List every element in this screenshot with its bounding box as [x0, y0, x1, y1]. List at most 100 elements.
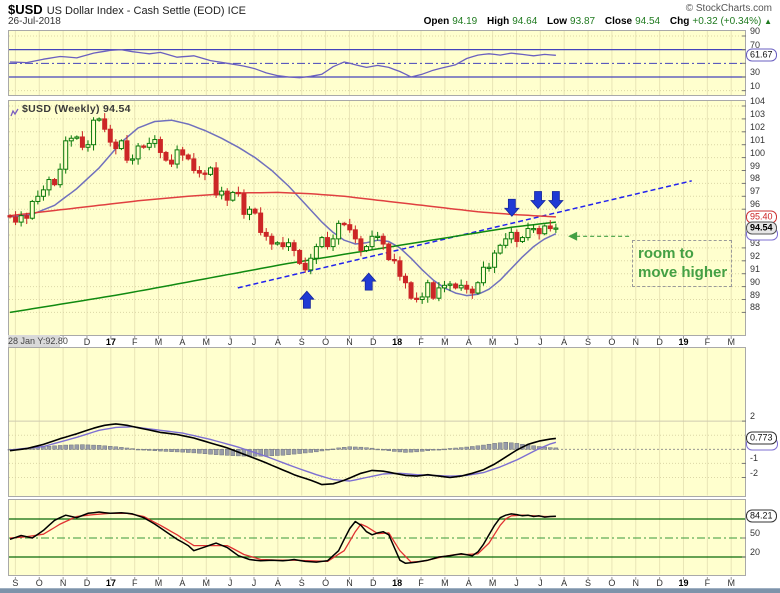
high-label: High	[487, 16, 510, 27]
x-axis-month-label: J	[227, 577, 233, 588]
x-axis-month-label: J	[538, 577, 543, 588]
price-axis-label: 103	[750, 108, 766, 119]
main-panel-label: $USD (Weekly) 94.54	[22, 103, 131, 115]
price-panel[interactable]	[8, 100, 746, 336]
x-axis-month-label: S	[298, 336, 305, 347]
ppo-axis-label: -2	[750, 467, 759, 478]
x-axis-month-label: O	[322, 577, 330, 588]
x-axis-month-label: O	[322, 336, 330, 347]
ppo-value-bubble: 0.773	[746, 431, 777, 445]
chart-date: 26-Jul-2018	[8, 16, 61, 27]
ohlc-readout: Open 94.19 High 94.64 Low 93.87 Close 94.54 …	[417, 16, 772, 27]
x-axis-month-label: 17	[105, 577, 116, 588]
x-axis-month-label: J	[251, 336, 257, 347]
x-axis-month-label: A	[465, 577, 472, 588]
x-axis-month-label: 19	[678, 336, 689, 347]
x-axis-month-label: A	[561, 577, 568, 588]
x-axis-month-label: F	[418, 577, 424, 588]
price-axis-label: 92	[750, 250, 761, 261]
sharpchart-icon	[10, 104, 19, 122]
rsi-axis-label: 10	[750, 80, 761, 91]
x-axis-month-label: F	[131, 336, 138, 347]
x-axis-month-label: F	[418, 336, 424, 347]
price-axis-label: 104	[750, 96, 766, 106]
x-axis-month-label: F	[704, 336, 711, 347]
x-axis-month-label: 19	[678, 577, 689, 588]
x-axis-month-label: A	[179, 336, 186, 347]
chg-up-arrow-icon: ▲	[764, 17, 772, 26]
x-axis-month-label: N	[346, 336, 353, 347]
price-axis-label: 91	[750, 263, 761, 274]
x-axis-month-label: M	[154, 577, 163, 588]
high-value: 94.64	[512, 16, 538, 27]
x-axis-month-label: N	[346, 577, 353, 588]
x-axis-month-label: S	[585, 336, 592, 347]
x-axis-month-label: S	[298, 577, 305, 588]
x-axis-month-label: D	[83, 577, 91, 588]
x-axis-month-label: N	[59, 577, 67, 588]
chg-label: Chg	[669, 16, 690, 27]
x-axis-month-label: F	[131, 577, 138, 588]
annotation-note-line1: room to	[638, 245, 694, 262]
stockcharts-copyright-link[interactable]: © StockCharts.com	[685, 3, 772, 14]
rsi-panel[interactable]	[8, 30, 746, 96]
price-axis-label: 101	[750, 134, 766, 145]
x-axis-month-label: O	[608, 577, 616, 588]
x-axis-month-label: N	[632, 577, 640, 588]
stoch-axis-label: 50	[750, 528, 761, 538]
window-bottom-strip	[0, 588, 780, 593]
x-axis-month-label: D	[656, 577, 663, 588]
x-axis-month-label: O	[35, 577, 43, 588]
x-axis-month-label: 18	[392, 336, 403, 347]
price-value-bubble: 94.54	[746, 221, 777, 235]
x-axis-month-label: S	[12, 577, 19, 588]
ppo-panel[interactable]	[8, 347, 746, 497]
x-axis-month-label: M	[202, 336, 211, 347]
stoch-axis-label: 20	[750, 546, 761, 557]
x-axis-month-label: F	[704, 577, 711, 588]
rsi-axis-label: 90	[750, 26, 761, 36]
price-axis-label: 88	[750, 302, 761, 313]
crosshair-info-box: 28 Jan Y:92.80	[8, 335, 68, 347]
x-axis-month-label: D	[656, 336, 663, 347]
close-value: 94.54	[635, 16, 661, 27]
x-axis-month-label: J	[538, 336, 543, 347]
x-axis-month-label: A	[274, 577, 281, 588]
open-value: 94.19	[452, 16, 478, 27]
stochastics-panel[interactable]	[8, 499, 746, 576]
x-axis-month-label: D	[370, 336, 377, 347]
stoch-value-bubble: 84.21	[746, 509, 777, 523]
close-label: Close	[604, 16, 633, 27]
price-axis-label: 98	[750, 173, 761, 184]
price-axis-label: 97	[750, 186, 761, 197]
chart-subheader: 26-Jul-2018 Open 94.19 High 94.64 Low 93.87…	[8, 16, 772, 28]
symbol: $USD	[8, 2, 43, 17]
x-axis-month-label: S	[585, 577, 592, 588]
x-axis-month-label: N	[632, 336, 640, 347]
low-value: 93.87	[570, 16, 596, 27]
chg-value: +0.32 (+0.34%)	[692, 16, 762, 27]
x-axis-month-label: M	[441, 577, 449, 588]
page-title: US Dollar Index - Cash Settle (EOD) ICE	[46, 5, 246, 17]
low-label: Low	[547, 16, 568, 27]
price-axis-label: 96	[750, 199, 761, 210]
ppo-axis-label: 2	[750, 411, 756, 422]
price-axis-label: 89	[750, 289, 761, 300]
rsi-axis-label: 70	[750, 39, 761, 50]
x-axis-month-label: 18	[392, 577, 403, 588]
chart-header: $USD US Dollar Index - Cash Settle (EOD) …	[8, 2, 772, 17]
annotation-note: room to move higher	[632, 240, 732, 287]
price-axis-label: 90	[750, 276, 761, 287]
ppo-axis-label: -1	[750, 453, 759, 464]
x-axis-month-label: 17	[105, 336, 116, 347]
x-axis-month-label: D	[370, 577, 377, 588]
x-axis-month-label: D	[83, 336, 91, 347]
price-axis-label: 100	[750, 147, 766, 158]
x-axis-month-label: J	[514, 577, 519, 588]
x-axis-month-label: M	[727, 577, 735, 588]
x-axis-month-label: M	[202, 577, 211, 588]
x-axis-month-label: A	[179, 577, 186, 588]
x-axis-month-label: J	[514, 336, 519, 347]
x-axis-month-label: M	[488, 336, 497, 347]
x-axis-month-label: J	[251, 577, 257, 588]
